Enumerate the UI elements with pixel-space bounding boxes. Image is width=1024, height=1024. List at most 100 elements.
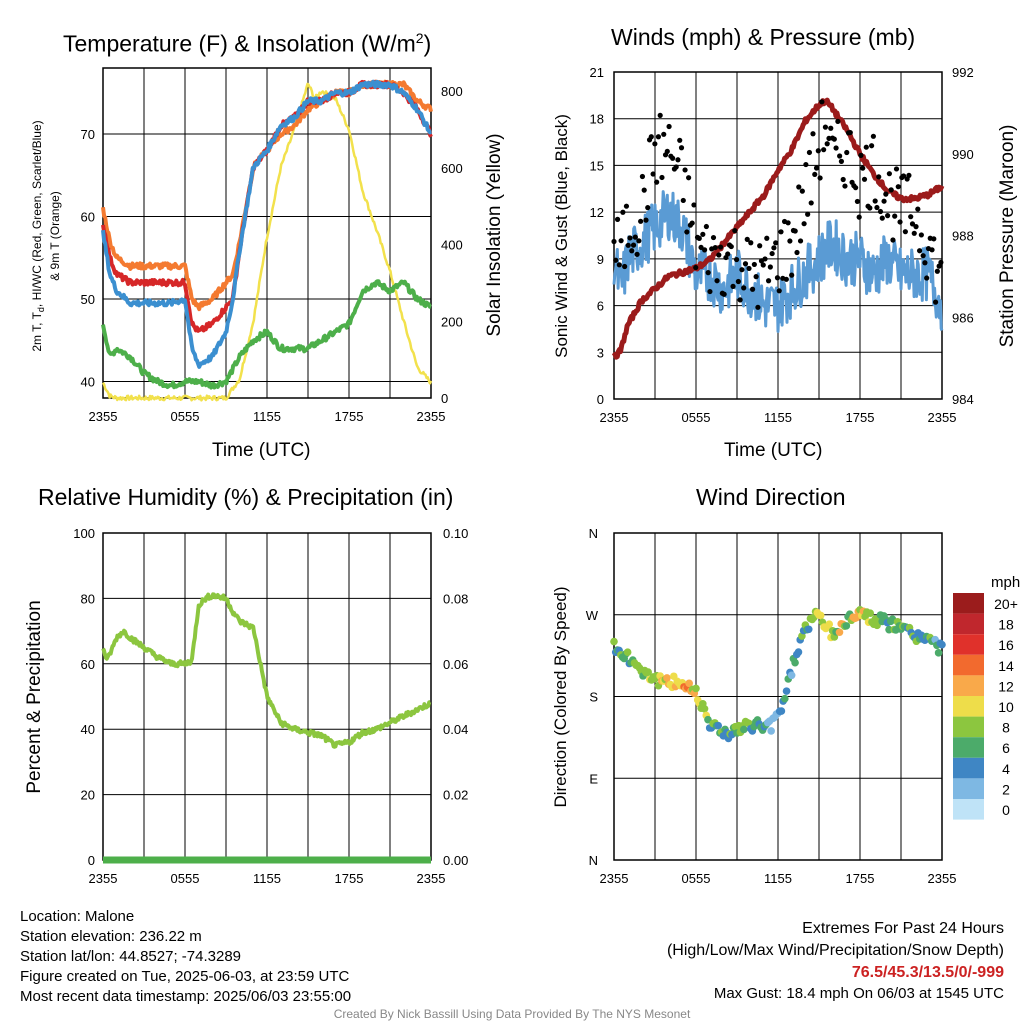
gust-point	[670, 155, 676, 161]
dir-ytick-label: N	[589, 853, 598, 868]
colorbar-label: 0	[1002, 802, 1010, 818]
colorbar-label: 16	[998, 637, 1014, 653]
gust-point	[847, 129, 853, 136]
wind-direction-point	[740, 725, 748, 734]
wind-direction-point	[623, 648, 632, 656]
temp-ytick-left: 50	[81, 292, 95, 307]
gust-point	[776, 288, 782, 294]
gust-point	[909, 221, 916, 227]
wind-direction-point	[663, 674, 671, 682]
wind-direction-point	[692, 684, 700, 693]
dir-ytick-label: N	[589, 526, 598, 541]
gust-point	[890, 237, 896, 243]
gust-point	[799, 188, 805, 194]
rh-ytick-left: 0	[88, 853, 95, 868]
gust-point	[623, 203, 630, 209]
gust-point	[746, 265, 752, 272]
gust-point	[703, 223, 709, 230]
wind-ytick-right: 992	[952, 65, 974, 80]
gust-point	[840, 176, 846, 183]
wind-ytick-right: 990	[952, 147, 974, 162]
colorbar-label: 10	[998, 699, 1014, 715]
gust-point	[639, 173, 646, 180]
wind-ytick-right: 988	[952, 229, 974, 244]
gust-point	[643, 217, 649, 223]
wind-direction-point	[794, 648, 803, 656]
gust-point	[630, 242, 637, 248]
gust-point	[693, 264, 699, 271]
temp-ytick-left: 70	[81, 127, 95, 142]
gust-point	[794, 249, 800, 256]
gust-point	[906, 172, 912, 178]
gust-point	[821, 147, 827, 153]
gust-point	[900, 173, 907, 179]
gust-point	[753, 274, 759, 280]
colorbar-label: 12	[998, 678, 1014, 694]
gust-point	[812, 171, 818, 178]
gust-point	[920, 253, 926, 259]
wind-chart-xtick-label: 2355	[600, 410, 629, 425]
gust-point	[773, 240, 779, 246]
gust-point	[733, 256, 740, 263]
station-info: Location: Malone Station elevation: 236.…	[20, 907, 351, 1007]
temp-chart-xtick-label: 2355	[89, 409, 118, 424]
gust-point	[879, 215, 885, 221]
latlon-text: Station lat/lon: 44.8527; -74.3289	[20, 948, 242, 965]
gust-point	[710, 234, 717, 241]
wind-direction-point	[777, 707, 786, 715]
gust-point	[739, 267, 745, 273]
dir-chart-xtick-label: 0555	[682, 871, 711, 886]
gust-point	[915, 206, 921, 212]
gust-point	[641, 187, 647, 193]
wind-xlabel: Time (UTC)	[724, 440, 823, 461]
gust-point	[742, 261, 749, 267]
colorbar-label: 4	[1002, 761, 1010, 777]
dir-ytick-label: E	[589, 771, 598, 786]
gust-point	[686, 175, 692, 181]
gust-point	[796, 184, 802, 190]
gust-point	[911, 230, 917, 236]
gust-point	[659, 174, 665, 181]
wind-ytick-right: 986	[952, 310, 974, 325]
rh-ytick-left: 40	[81, 722, 95, 737]
dir-chart-xtick-label: 1155	[764, 871, 792, 886]
gust-point	[789, 272, 795, 278]
gust-point	[725, 251, 731, 257]
gust-point	[682, 167, 688, 173]
gust-point	[844, 149, 850, 156]
gust-point	[771, 245, 777, 251]
gust-point	[762, 256, 768, 262]
gust-point	[636, 238, 642, 244]
gust-point	[806, 149, 813, 156]
temp-chart-xtick-label: 2355	[417, 409, 446, 424]
gust-point	[787, 238, 793, 244]
dir-ytick-label: S	[589, 690, 598, 705]
gust-point	[625, 242, 631, 248]
gust-point	[801, 221, 807, 227]
gust-point	[677, 137, 683, 143]
gust-point	[732, 227, 738, 234]
wind-chart-title: Winds (mph) & Pressure (mb)	[611, 24, 916, 50]
colorbar-unit: mph	[991, 574, 1021, 591]
gust-point	[888, 187, 894, 193]
temp-ytick-right: 200	[441, 314, 463, 329]
colorbar-swatch	[953, 675, 984, 696]
gust-point	[705, 270, 711, 276]
wind-direction-point	[714, 721, 723, 730]
gust-point	[861, 176, 868, 182]
wind-chart-frame	[613, 71, 943, 400]
colorbar-swatch	[953, 613, 984, 635]
wind-direction-point	[804, 625, 813, 634]
wind-ytick-left: 18	[590, 112, 604, 127]
gust-point	[886, 171, 892, 177]
heat-index-line	[101, 79, 432, 369]
gust-point	[618, 238, 624, 244]
gust-point	[774, 275, 781, 281]
gust-point	[934, 268, 940, 274]
colorbar-swatch	[953, 654, 984, 676]
gust-point	[819, 99, 825, 105]
wind-direction-point	[938, 640, 946, 649]
gust-point	[680, 197, 686, 204]
wind-direction-point	[791, 658, 799, 667]
rh-chart-xtick-label: 1755	[335, 871, 364, 886]
